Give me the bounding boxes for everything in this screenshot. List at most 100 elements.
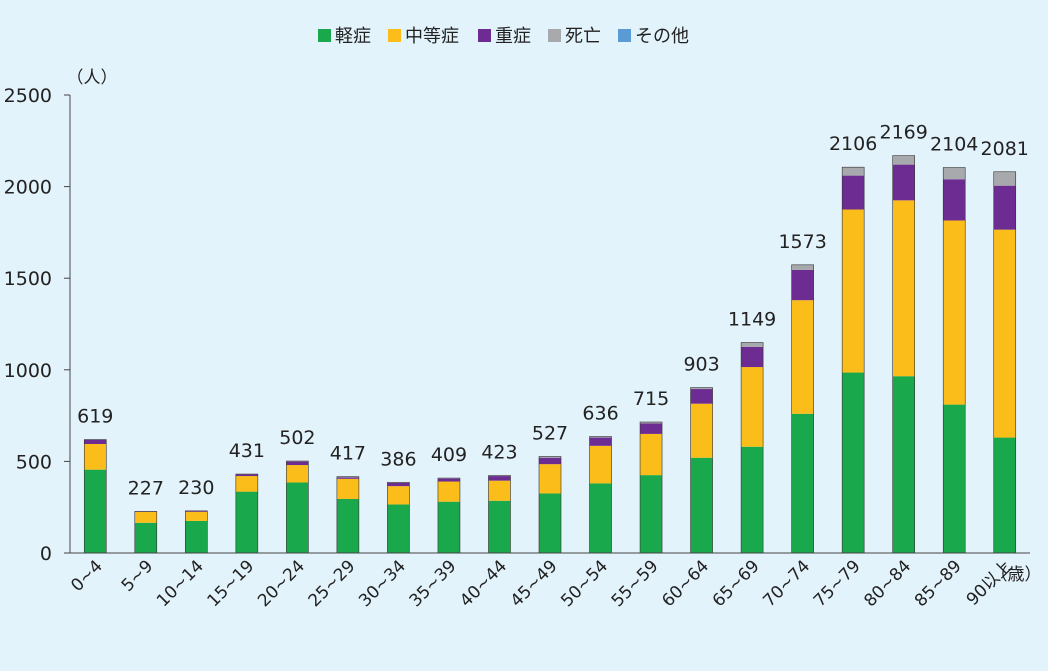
bars: [84, 156, 1015, 553]
bar-segment: [893, 156, 915, 165]
bar-segment: [337, 499, 359, 553]
bar-segment: [691, 389, 713, 404]
bar-stack: [994, 172, 1016, 553]
y-axis-unit-label: （人）: [67, 68, 118, 88]
bar-segment: [236, 492, 258, 553]
bar-segment: [438, 479, 460, 482]
bar-segment: [842, 176, 864, 210]
bar-segment: [135, 512, 157, 523]
bar-segment: [741, 343, 763, 347]
bar-segment: [84, 444, 106, 470]
bar-stack: [640, 422, 662, 553]
y-tick-label: 500: [16, 451, 52, 473]
total-label: 2104: [930, 134, 978, 156]
y-tick-label: 0: [40, 543, 52, 565]
bar-segment: [488, 481, 510, 501]
legend-item: 死亡: [548, 26, 601, 47]
bar-stack: [337, 477, 359, 553]
bar-segment: [640, 423, 662, 433]
bar-segment: [337, 479, 359, 499]
bar-segment: [893, 376, 915, 553]
bar-stack: [387, 482, 409, 553]
bar-stack: [842, 167, 864, 553]
chart-legend: 軽症 中等症 重症 死亡 その他: [318, 26, 689, 47]
x-tick-label: 55~59: [608, 556, 663, 611]
bar-segment: [539, 464, 561, 493]
bar-segment: [387, 504, 409, 553]
bar-stack: [488, 476, 510, 553]
legend-label: 死亡: [565, 26, 601, 47]
bar-segment: [842, 167, 864, 175]
bar-segment: [994, 186, 1016, 230]
total-label: 2106: [829, 133, 877, 155]
x-tick-label: 20~24: [254, 556, 309, 611]
bar-segment: [590, 483, 612, 553]
legend-swatch: [618, 29, 631, 42]
total-label: 527: [532, 422, 568, 444]
bar-segment: [842, 373, 864, 553]
bar-stack: [943, 168, 965, 553]
bar-segment: [286, 482, 308, 553]
bar-segment: [438, 482, 460, 502]
bar-segment: [185, 512, 207, 521]
total-label: 1149: [728, 309, 776, 331]
bar-stack: [236, 474, 258, 553]
bar-stack: [691, 388, 713, 553]
legend-item: その他: [618, 26, 689, 47]
bar-stack: [590, 436, 612, 553]
bar-stack: [438, 478, 460, 553]
x-tick-label: 70~74: [759, 556, 814, 611]
x-tick-label: 45~49: [507, 556, 562, 611]
legend-item: 軽症: [318, 26, 371, 47]
bar-segment: [84, 470, 106, 553]
bar-stack: [286, 461, 308, 553]
x-tick-label: 40~44: [456, 556, 511, 611]
total-label: 409: [431, 444, 467, 466]
x-tick-label: 5~9: [118, 556, 158, 596]
bar-segment: [994, 230, 1016, 438]
x-tick-label: 65~69: [709, 556, 764, 611]
total-label: 423: [481, 442, 517, 464]
x-tick-label: 30~34: [355, 556, 410, 611]
legend-item: 重症: [478, 26, 531, 47]
bar-segment: [691, 458, 713, 553]
bar-stack: [539, 456, 561, 553]
bar-segment: [943, 168, 965, 180]
bar-segment: [792, 270, 814, 300]
bar-segment: [741, 347, 763, 367]
x-tick-label: 80~84: [860, 556, 915, 611]
bar-segment: [994, 438, 1016, 553]
bar-segment: [842, 210, 864, 373]
bar-segment: [893, 200, 915, 376]
bar-segment: [943, 220, 965, 404]
bar-segment: [438, 502, 460, 553]
bar-segment: [236, 474, 258, 476]
bar-segment: [84, 440, 106, 444]
legend-item: 中等症: [388, 26, 459, 47]
bar-segment: [792, 265, 814, 270]
y-tick-label: 1000: [4, 360, 52, 382]
legend-label: 中等症: [405, 26, 459, 47]
bar-stack: [893, 156, 915, 553]
total-label: 715: [633, 388, 669, 410]
legend-label: 重症: [495, 26, 531, 47]
y-tick-label: 1500: [4, 268, 52, 290]
bar-stack: [185, 511, 207, 553]
bar-segment: [590, 446, 612, 484]
bar-segment: [286, 462, 308, 465]
bar-segment: [943, 179, 965, 220]
total-label: 619: [77, 406, 113, 428]
bar-segment: [387, 486, 409, 504]
legend-label: その他: [635, 26, 689, 47]
total-label: 2081: [981, 138, 1029, 160]
x-tick-label: 25~29: [305, 556, 360, 611]
bar-segment: [691, 404, 713, 458]
total-label: 431: [229, 440, 265, 462]
bar-segment: [286, 465, 308, 482]
bar-segment: [741, 447, 763, 553]
bar-stack: [741, 343, 763, 553]
y-tick-label: 2500: [4, 85, 52, 107]
